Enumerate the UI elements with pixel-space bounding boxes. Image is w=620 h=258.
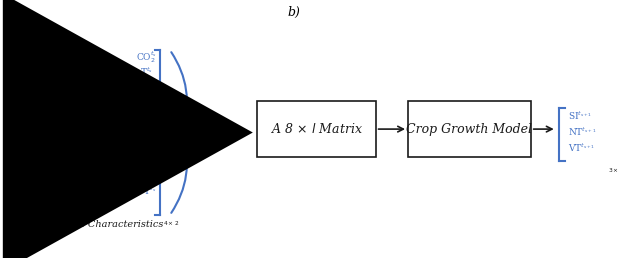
Text: T$^{t_{s,2}}$: T$^{t_{s,2}}$ <box>66 65 83 78</box>
Text: Crop Growth Model: Crop Growth Model <box>406 123 533 136</box>
Text: NT$^{t_{s,1}}$: NT$^{t_{s,1}}$ <box>21 170 46 182</box>
Text: ...: ... <box>107 142 116 151</box>
Text: A 8 $\times$ $l$ Matrix: A 8 $\times$ $l$ Matrix <box>270 122 363 136</box>
Text: ...: ... <box>107 96 116 105</box>
Text: CO$_2^{t_s}$: CO$_2^{t_s}$ <box>136 49 157 65</box>
Text: SI$^{t_s}$: SI$^{t_s}$ <box>138 155 155 167</box>
Text: L$^{t_{s,2}}$: L$^{t_{s,2}}$ <box>66 94 83 107</box>
Text: Environment Information: Environment Information <box>25 141 151 150</box>
Text: NT$^{t_{s+1}}$: NT$^{t_{s+1}}$ <box>568 126 596 138</box>
Text: T$^{t_{s,1}}$: T$^{t_{s,1}}$ <box>25 65 43 78</box>
Text: ...: ... <box>107 82 116 91</box>
Text: Morphological Characteristics: Morphological Characteristics <box>13 220 163 229</box>
Text: SI$^{t_{s,1}}$: SI$^{t_{s,1}}$ <box>24 155 45 167</box>
FancyBboxPatch shape <box>257 101 376 157</box>
Text: SI$^{t_{s,2}}$: SI$^{t_{s,2}}$ <box>64 155 85 167</box>
Text: NT$^{t_{s,2}}$: NT$^{t_{s,2}}$ <box>62 170 87 182</box>
Text: CO$_2^{t_{s,2}}$: CO$_2^{t_{s,2}}$ <box>62 49 87 65</box>
Text: $_{3\times1}$: $_{3\times1}$ <box>608 166 620 175</box>
Text: SI$^{t_{s+1}}$: SI$^{t_{s+1}}$ <box>568 109 592 122</box>
Text: CO$_2^{t_{s,1}}$: CO$_2^{t_{s,1}}$ <box>21 49 47 65</box>
Text: ...: ... <box>107 172 116 181</box>
Text: VT$^{t_s}$: VT$^{t_s}$ <box>137 184 156 197</box>
Text: VT$^{t_{s+1}}$: VT$^{t_{s+1}}$ <box>568 141 595 154</box>
Text: L$^{t_{s,1}}$: L$^{t_{s,1}}$ <box>25 94 43 107</box>
Text: $_{4\times2}$: $_{4\times2}$ <box>163 219 179 228</box>
Text: T$^{t_s}$: T$^{t_s}$ <box>140 65 153 78</box>
Text: ...: ... <box>107 67 116 76</box>
Text: b): b) <box>288 6 301 19</box>
Text: L$^{t_s}$: L$^{t_s}$ <box>140 94 153 107</box>
Text: H$^{t_{s,1}}$: H$^{t_{s,1}}$ <box>24 80 43 92</box>
Text: ...: ... <box>107 186 116 195</box>
Text: LA$^{t_{s,2}}$: LA$^{t_{s,2}}$ <box>63 141 87 153</box>
Text: ...: ... <box>107 52 116 61</box>
Text: VT$^{t_{s,1}}$: VT$^{t_{s,1}}$ <box>22 184 46 197</box>
Text: H$^{t_{s,2}}$: H$^{t_{s,2}}$ <box>65 80 84 92</box>
Text: $_{4\times2}$: $_{4\times2}$ <box>163 129 179 138</box>
Text: NT$^{t_s}$: NT$^{t_s}$ <box>136 170 157 182</box>
FancyBboxPatch shape <box>408 101 531 157</box>
Text: VT$^{t_{s,2}}$: VT$^{t_{s,2}}$ <box>63 184 87 197</box>
Text: H$^{t_s}$: H$^{t_s}$ <box>140 80 154 92</box>
Text: LA$^{t_{s,1}}$: LA$^{t_{s,1}}$ <box>22 141 46 153</box>
Text: LA$^{t_s}$: LA$^{t_s}$ <box>137 141 156 153</box>
Text: ...: ... <box>107 157 116 166</box>
